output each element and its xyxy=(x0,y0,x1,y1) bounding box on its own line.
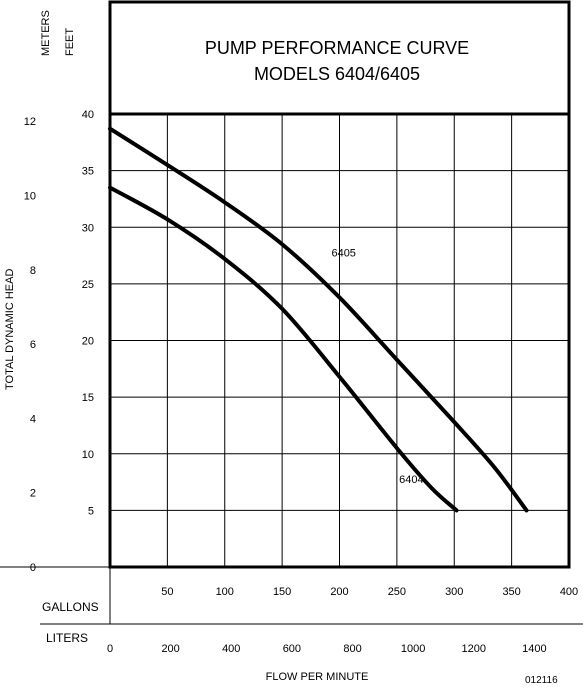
y-tick-label-feet: 25 xyxy=(82,279,94,291)
x-tick-label-gallons: 200 xyxy=(330,586,348,598)
y-tick-label-feet: 40 xyxy=(82,109,94,121)
x-tick-label-liters: 400 xyxy=(222,643,240,655)
liters-axis-label: LITERS xyxy=(46,631,88,645)
y-tick-label-meters: 4 xyxy=(30,413,36,425)
x-tick-label-gallons: 350 xyxy=(502,586,520,598)
y-tick-label-meters: 2 xyxy=(30,488,36,500)
x-tick-label-gallons: 300 xyxy=(445,586,463,598)
plot-frame xyxy=(108,112,571,569)
y-tick-label-feet: 10 xyxy=(82,449,94,461)
x-tick-label-liters: 1200 xyxy=(462,643,486,655)
x-tick-label-liters: 600 xyxy=(283,643,301,655)
y-tick-label-meters: 8 xyxy=(30,265,36,277)
title-box xyxy=(108,0,571,116)
x-tick-label-gallons: 50 xyxy=(161,586,173,598)
x-tick-label-gallons: 400 xyxy=(560,586,578,598)
y-tick-label-meters: 12 xyxy=(24,116,36,128)
x-tick-label-liters: 0 xyxy=(107,643,113,655)
y-axis-label: TOTAL DYNAMIC HEAD xyxy=(4,269,16,390)
x-axis-label: FLOW PER MINUTE xyxy=(266,671,369,683)
meters-axis-label: METERS xyxy=(40,10,52,56)
series-curves: 6405 6404 xyxy=(108,126,529,513)
y-tick-label-feet: 5 xyxy=(88,505,94,517)
x-tick-label-liters: 1000 xyxy=(401,643,425,655)
y-tick-label-feet: 30 xyxy=(82,222,94,234)
feet-axis-label: FEET xyxy=(64,28,76,56)
series-line-6405 xyxy=(108,126,529,513)
series-label-6405: 6405 xyxy=(331,248,355,260)
series-line-6404 xyxy=(108,185,459,513)
x-tick-label-gallons: 100 xyxy=(216,586,234,598)
y-tick-label-meters: 0 xyxy=(30,562,36,574)
gallons-axis-label: GALLONS xyxy=(42,600,99,614)
x-tick-label-gallons: 150 xyxy=(273,586,291,598)
y-tick-label-feet: 15 xyxy=(82,392,94,404)
x-tick-label-liters: 1400 xyxy=(522,643,546,655)
y-tick-label-meters: 10 xyxy=(24,190,36,202)
chart-title-line-1: PUMP PERFORMANCE CURVE xyxy=(205,38,469,58)
footnote-code: 012116 xyxy=(525,675,558,686)
x-tick-label-liters: 200 xyxy=(161,643,179,655)
x-tick-label-liters: 800 xyxy=(343,643,361,655)
grid-lines xyxy=(110,114,569,567)
y-tick-label-feet: 35 xyxy=(82,166,94,178)
y-tick-label-meters: 6 xyxy=(30,339,36,351)
series-label-6404: 6404 xyxy=(399,474,423,486)
chart-title-line-2: MODELS 6404/6405 xyxy=(254,64,420,84)
y-tick-label-feet: 20 xyxy=(82,336,94,348)
x-tick-label-gallons: 250 xyxy=(388,586,406,598)
